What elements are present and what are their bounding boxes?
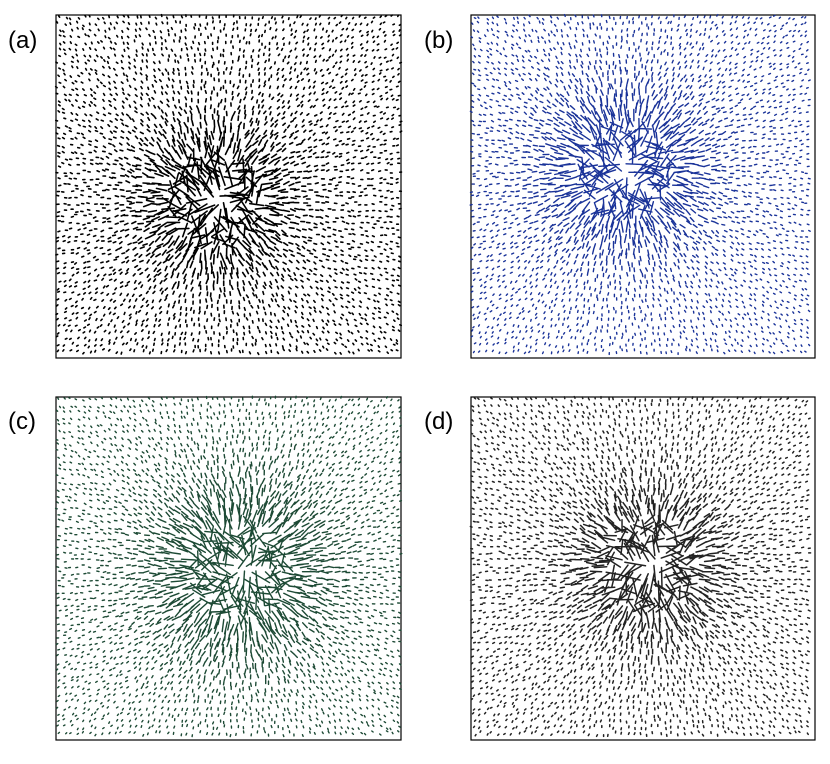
panel-label: (d) — [424, 408, 453, 435]
vector-field — [54, 395, 403, 738]
vector-field — [469, 13, 811, 356]
panel-label: (b) — [424, 27, 453, 54]
panel-label: (a) — [8, 27, 37, 54]
panel-frame — [470, 14, 816, 359]
panel-frame — [470, 396, 816, 741]
vector-field — [54, 13, 403, 356]
panel-frame — [55, 396, 402, 741]
panel-frame — [55, 14, 402, 359]
vector-field — [469, 395, 812, 738]
panel-label: (c) — [8, 408, 36, 435]
